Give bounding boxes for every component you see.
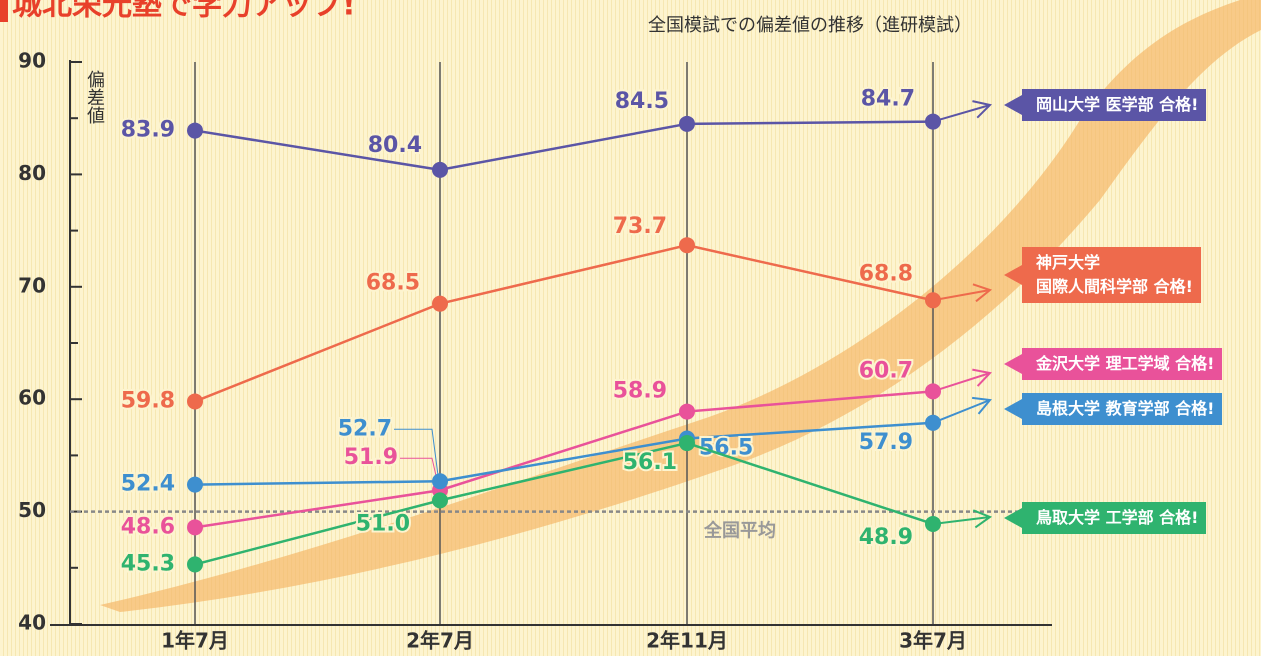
x-tick-label: 3年7月: [899, 629, 967, 653]
legend-entry: 金沢大学 理工学域 合格!: [1022, 348, 1222, 380]
data-point: [925, 516, 941, 532]
data-point: [925, 292, 941, 308]
data-point: [432, 296, 448, 312]
data-label: 52.4: [121, 472, 175, 497]
legend-entry: 島根大学 教育学部 合格!: [1022, 393, 1222, 425]
data-label: 48.6: [121, 514, 175, 539]
data-label: 68.8: [859, 261, 913, 286]
data-label: 84.7: [861, 87, 915, 112]
data-label: 51.9: [344, 445, 398, 470]
data-point: [187, 123, 203, 139]
data-point: [187, 519, 203, 535]
x-tick-label: 2年7月: [406, 629, 474, 653]
y-tick-label: 40: [18, 611, 46, 635]
page: 城北栄光塾で学力アップ! 全国模試での偏差値の推移（進研模試） 偏差値 40 50 6…: [0, 0, 1261, 656]
data-point: [187, 556, 203, 572]
leader-line: [394, 429, 438, 475]
reference-label: 全国平均: [703, 520, 776, 542]
data-label: 58.9: [613, 379, 667, 404]
data-label: 56.1: [623, 450, 677, 475]
legend-entry: 鳥取大学 工学部 合格!: [1022, 502, 1206, 534]
data-point: [432, 162, 448, 178]
y-tick-label: 90: [18, 49, 46, 73]
data-point: [679, 404, 695, 420]
data-label: 84.5: [615, 89, 669, 114]
legend-entry: 神戸大学 国際人間科学部 合格!: [1022, 247, 1201, 303]
series-line: [195, 122, 933, 170]
data-label: 52.7: [338, 416, 392, 441]
data-label: 57.9: [859, 430, 913, 455]
y-tick-label: 50: [18, 498, 46, 522]
data-point: [925, 114, 941, 130]
data-label: 48.9: [859, 525, 913, 550]
data-point: [925, 415, 941, 431]
data-point: [432, 492, 448, 508]
legend-entry: 岡山大学 医学部 合格!: [1022, 89, 1206, 121]
x-tick-label: 1年7月: [161, 629, 229, 653]
x-tick-label: 2年11月: [646, 629, 728, 653]
data-label: 51.0: [356, 511, 410, 536]
data-point: [679, 116, 695, 132]
data-label: 45.3: [121, 551, 175, 576]
title-marker: [0, 0, 8, 22]
y-tick-label: 80: [18, 161, 46, 185]
y-axis-label: 偏差値: [84, 70, 105, 124]
data-point: [679, 435, 695, 451]
data-point: [679, 237, 695, 253]
data-point: [187, 477, 203, 493]
data-label: 83.9: [121, 118, 175, 143]
data-label: 80.4: [368, 133, 422, 158]
data-point: [925, 383, 941, 399]
page-title: 城北栄光塾で学力アップ!: [12, 0, 356, 23]
data-label: 73.7: [613, 214, 667, 239]
data-point: [187, 393, 203, 409]
data-label: 59.8: [121, 388, 175, 413]
data-label: 60.7: [859, 358, 913, 383]
y-tick-label: 60: [18, 386, 46, 410]
y-tick-label: 70: [18, 273, 46, 297]
data-label: 68.5: [366, 271, 420, 296]
data-point: [432, 473, 448, 489]
chart-title: 全国模試での偏差値の推移（進研模試）: [648, 15, 972, 36]
